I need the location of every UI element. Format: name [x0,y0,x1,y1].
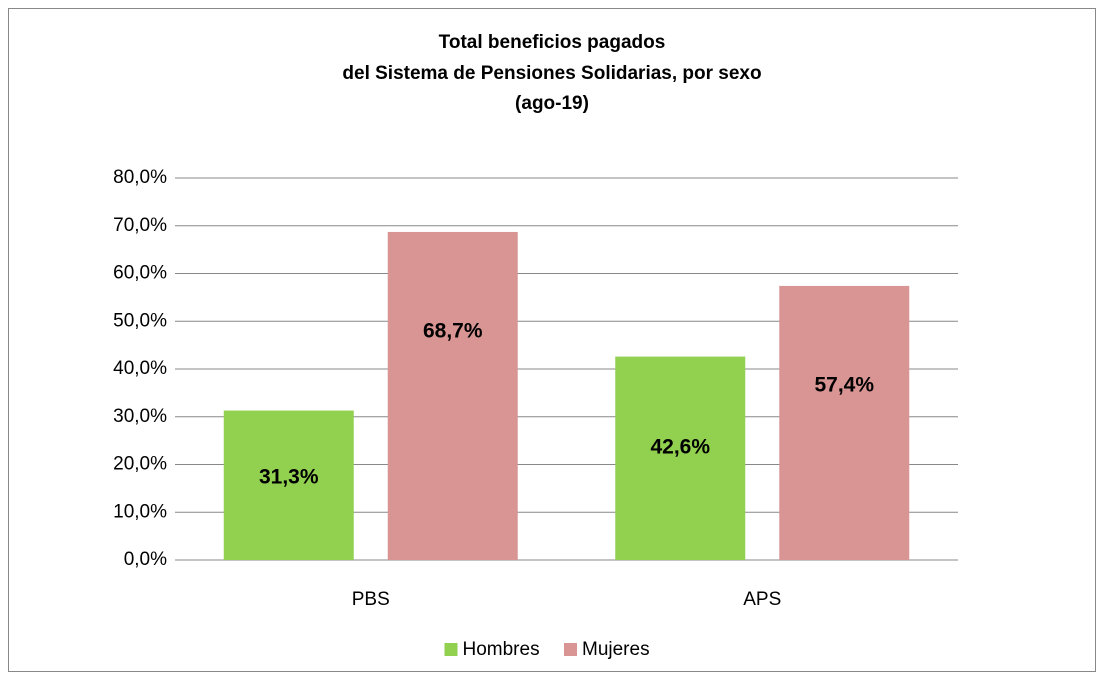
bar [387,231,518,560]
bar [779,285,910,560]
legend-swatch [564,643,577,656]
bar [223,410,354,560]
y-tick-label: 70,0% [113,215,167,236]
legend-swatch [444,643,458,656]
bar [615,356,746,560]
value-label: 57,4% [814,373,874,396]
legend-label: Mujeres [582,639,650,660]
x-tick-label: APS [743,589,781,610]
y-tick-label: 0,0% [124,549,167,570]
y-tick-label: 10,0% [113,501,167,522]
y-tick-label: 50,0% [113,310,167,331]
y-tick-label: 80,0% [113,167,167,188]
y-tick-label: 30,0% [113,406,167,427]
value-label: 31,3% [259,465,319,488]
y-tick-label: 20,0% [113,454,167,475]
chart-frame [8,8,1096,672]
chart-title: (ago-19) [515,93,589,114]
legend-label: Hombres [463,639,540,660]
value-label: 68,7% [423,320,483,343]
chart-title: del Sistema de Pensiones Solidarias, por… [342,63,761,84]
chart-title: Total beneficios pagados [439,32,666,53]
value-label: 42,6% [650,436,710,459]
y-tick-label: 60,0% [113,263,167,284]
y-tick-label: 40,0% [113,358,167,379]
x-tick-label: PBS [352,589,390,610]
